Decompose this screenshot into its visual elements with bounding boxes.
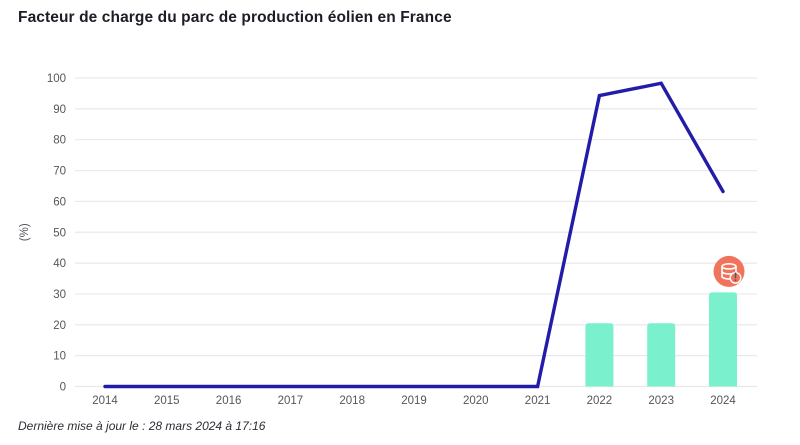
y-tick-label: 30 [53,289,66,301]
x-tick-label: 2015 [154,395,180,407]
x-tick-label: 2019 [401,395,427,407]
y-tick-label: 50 [53,227,66,239]
x-tick-label: 2023 [648,395,674,407]
chart-title: Facteur de charge du parc de production … [18,9,452,26]
x-tick-label: 2024 [710,395,736,407]
x-tick-label: 2021 [525,395,551,407]
warning-badge [729,271,742,284]
database-warning-icon[interactable]: ! [713,255,745,287]
y-axis-labels: 0 10 20 30 40 50 60 70 80 90 100 [47,73,66,394]
x-tick-label: 2022 [587,395,613,407]
x-tick-label: 2014 [92,395,118,407]
y-tick-label: 0 [60,382,66,394]
x-axis-labels: 2014 2015 2016 2017 2018 2019 2020 2021 2022 2023… [92,395,736,407]
warning-icon-circle [713,255,745,287]
y-tick-label: 70 [53,166,66,178]
y-tick-label: 20 [53,320,66,332]
bar-series [585,292,737,387]
y-tick-label: 80 [53,135,66,147]
y-tick-label: 60 [53,196,66,208]
y-tick-label: 100 [47,73,66,85]
x-tick-label: 2017 [278,395,304,407]
line-series[interactable] [103,81,725,389]
bar-2024[interactable] [709,292,737,387]
last-update-note: Dernière mise à jour le : 28 mars 2024 à… [18,419,266,433]
y-tick-label: 40 [53,258,66,270]
bar-2023[interactable] [647,323,676,387]
x-tick-label: 2016 [216,395,242,407]
x-tick-label: 2018 [339,395,365,407]
y-tick-label: 90 [53,104,66,116]
y-tick-label: 10 [53,351,66,363]
x-tick-label: 2020 [463,395,489,407]
y-axis-title: (%) [19,223,31,241]
warning-badge-glyph: ! [734,272,738,284]
bar-2022[interactable] [585,323,614,387]
